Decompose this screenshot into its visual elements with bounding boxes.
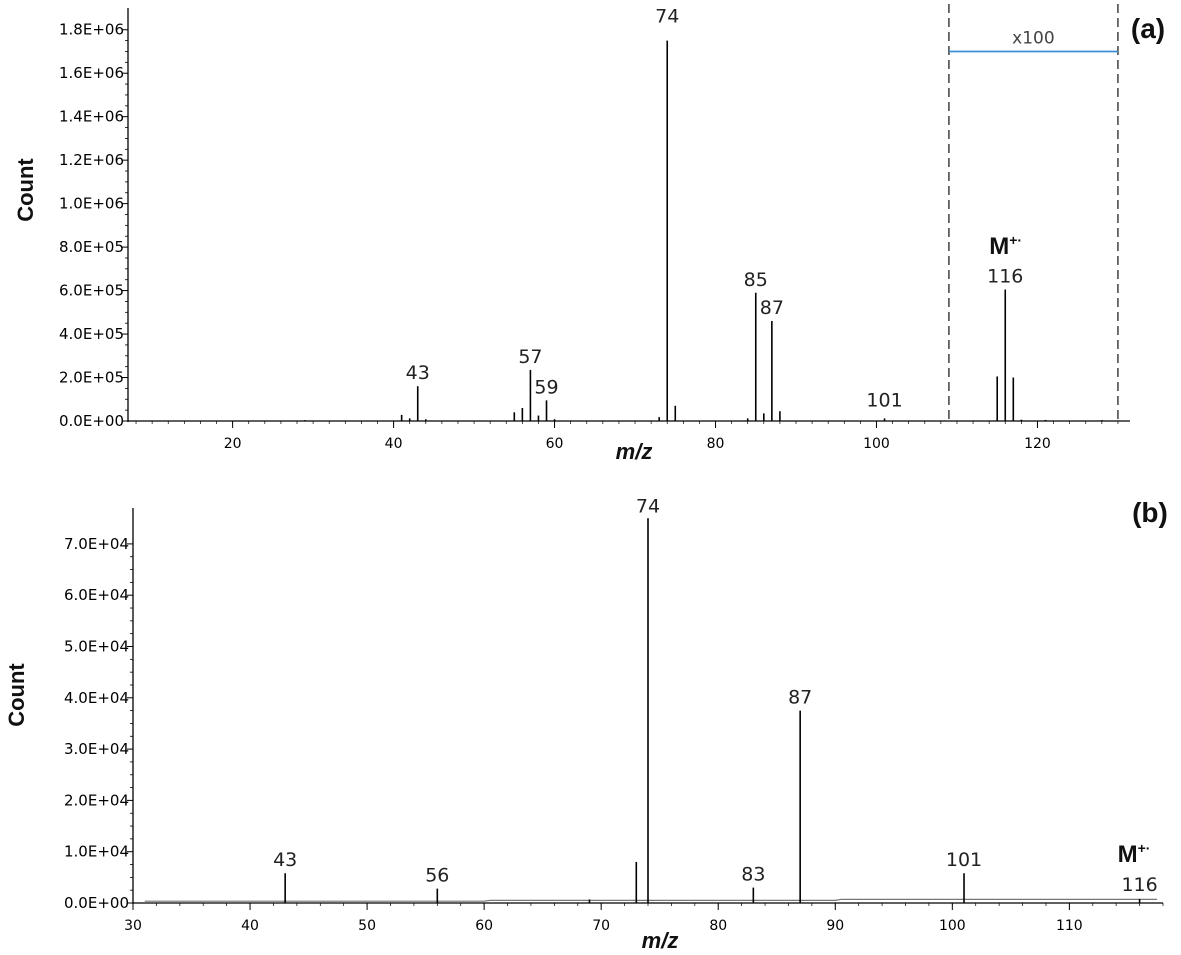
y-tick-label-b: 3.0E+04 [64,740,129,758]
y-tick-label-a: 8.0E+05 [59,238,124,256]
x-tick-label-b: 60 [475,918,493,934]
peak-label-b-43: 43 [273,849,297,871]
y-tick-label-a: 1.4E+06 [59,108,124,126]
y-axis-title-a: Count [13,158,38,222]
peak-label-a-85: 85 [744,269,768,291]
x-tick-label-b: 80 [709,918,727,934]
peak-label-a-101: 101 [866,389,902,411]
x-tick-label-a: 100 [863,436,890,452]
y-tick-label-b: 5.0E+04 [64,638,129,656]
x-tick-label-b: 40 [241,918,259,934]
x-axis-title-a: m/z [616,439,653,464]
y-tick-label-a: 1.6E+06 [59,64,124,82]
y-tick-label-a: 2.0E+05 [59,369,124,387]
x-tick-label-a: 20 [224,436,242,452]
peak-label-a-116: 116 [987,265,1023,287]
y-tick-label-b: 6.0E+04 [64,586,129,604]
y-axis-title-b: Count [4,663,29,727]
y-tick-label-a: 1.8E+06 [59,21,124,39]
peak-label-a-59: 59 [534,376,558,398]
peak-label-b-56: 56 [425,865,449,887]
y-tick-label-a: 4.0E+05 [59,325,124,343]
x-tick-label-b: 90 [826,918,844,934]
y-tick-label-a: 1.2E+06 [59,151,124,169]
x-axis-title-b: m/z [642,928,679,953]
x-tick-label-b: 30 [124,918,142,934]
y-tick-label-a: 6.0E+05 [59,282,124,300]
x-tick-label-b: 110 [1056,918,1083,934]
magnify-label: x100 [1012,28,1055,48]
panel-label-b: (b) [1132,497,1168,528]
panel-b-spectrum: 0.0E+00 1.0E+04 2.0E+04 3.0E+04 4.0E+04 5.0E+… [4,495,1168,953]
y-tick-label-b: 1.0E+04 [64,843,129,861]
y-tick-label-b: 7.0E+04 [64,535,129,553]
y-tick-label-b: 2.0E+04 [64,791,129,809]
y-tick-label-a: 1.0E+06 [59,195,124,213]
x-tick-label-b: 70 [592,918,610,934]
x-tick-label-a: 120 [1024,436,1051,452]
panel-label-a: (a) [1131,13,1165,44]
molecular-ion-label-b: M+· [1118,840,1151,868]
panel-a-spectrum: 0.0E+00 2.0E+05 4.0E+05 6.0E+05 8.0E+05 1.0E+… [13,4,1165,464]
peak-label-b-101: 101 [946,849,982,871]
peak-label-b-83: 83 [741,864,765,886]
peak-label-b-87: 87 [788,687,812,709]
x-tick-label-a: 60 [546,436,564,452]
peak-label-b-116: 116 [1121,874,1157,896]
y-tick-label-b: 4.0E+04 [64,689,129,707]
peak-label-a-87: 87 [760,297,784,319]
x-tick-label-a: 40 [385,436,403,452]
x-tick-label-b: 50 [358,918,376,934]
y-tick-label-a: 0.0E+00 [59,412,124,430]
x-tick-label-b: 100 [939,918,966,934]
y-tick-label-b: 0.0E+00 [64,894,129,912]
molecular-ion-label-a: M+· [989,232,1022,260]
baseline-trace-b [144,898,1158,902]
peak-label-a-57: 57 [518,346,542,368]
peak-label-a-43: 43 [406,362,430,384]
x-tick-label-a: 80 [707,436,725,452]
peak-label-a-74: 74 [655,6,679,28]
peak-label-b-74: 74 [636,495,660,517]
